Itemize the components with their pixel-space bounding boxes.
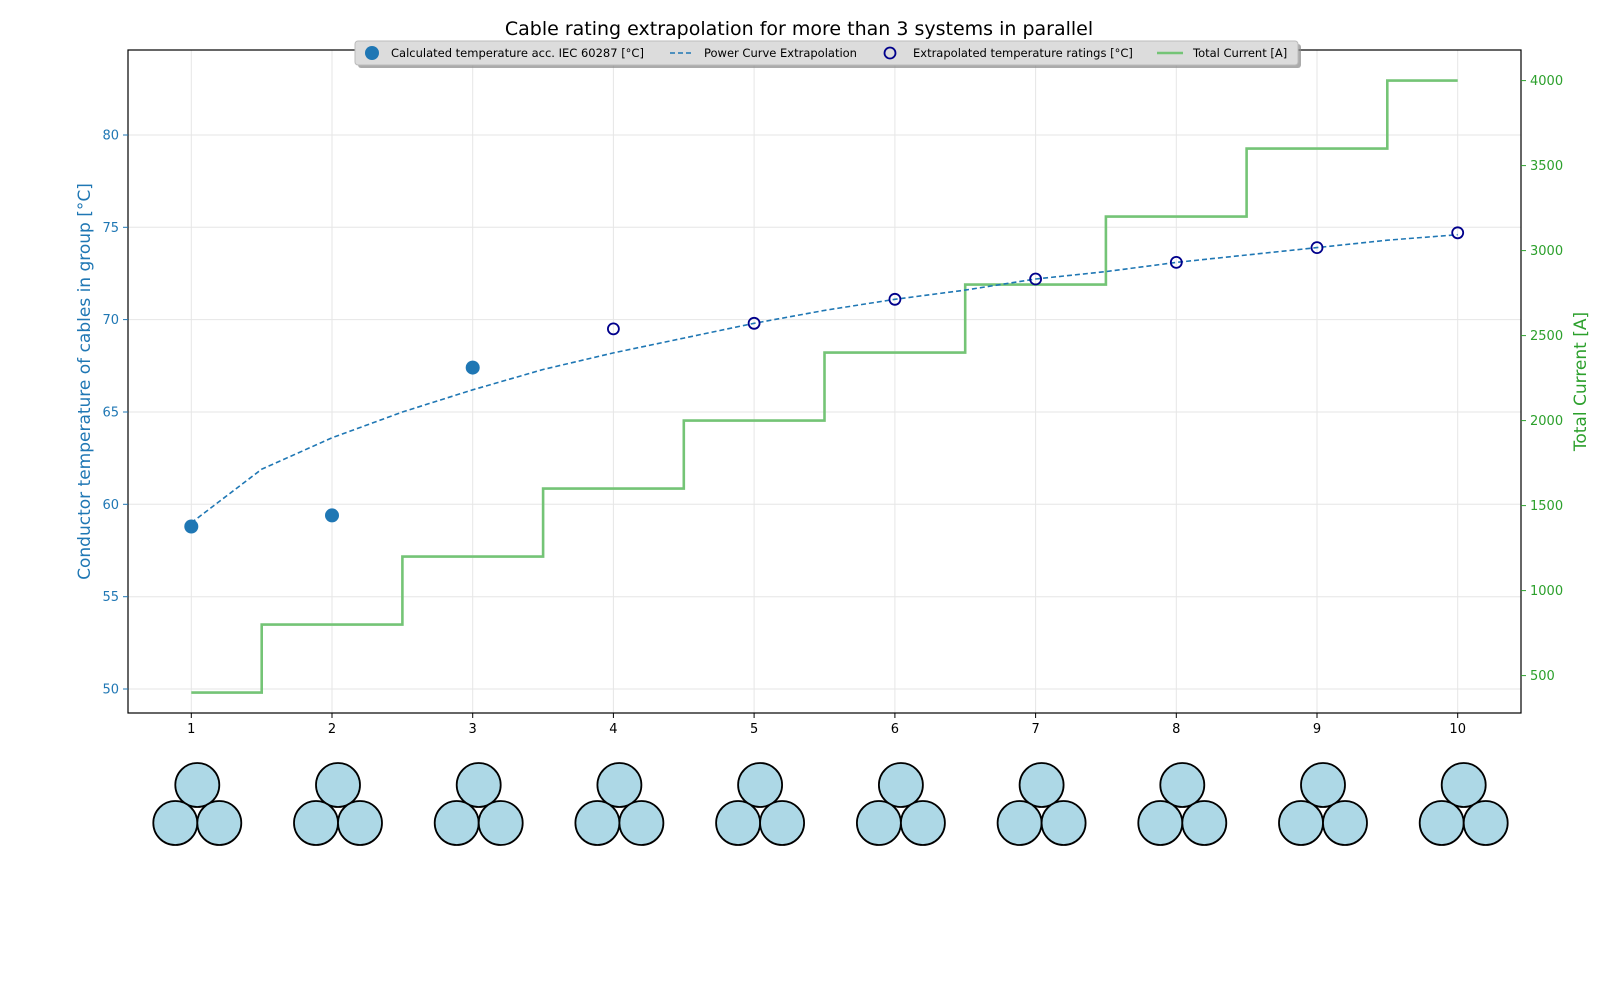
trefoil-cable-icon — [715, 762, 805, 846]
cable-circle — [996, 800, 1043, 846]
cable-circle — [433, 800, 480, 846]
cable-circle — [1300, 762, 1346, 808]
cable-circle — [878, 762, 924, 808]
x-tick-label: 2 — [328, 722, 336, 737]
cable-circle — [900, 800, 946, 846]
y-tick-label-right: 2500 — [1530, 329, 1563, 344]
cable-circle — [856, 800, 902, 846]
cable-circle — [1278, 800, 1324, 846]
y-tick-label-right: 500 — [1530, 669, 1555, 684]
cable-circle — [1462, 800, 1509, 846]
trefoil-cable-icon — [996, 762, 1087, 846]
cable-circle — [715, 800, 761, 846]
cable-circle — [1159, 762, 1206, 808]
legend-box — [354, 40, 1299, 66]
y-tick-label-right: 3500 — [1530, 159, 1563, 174]
extrapolated-point — [888, 292, 902, 306]
cable-circle — [477, 800, 524, 846]
calculated-points — [184, 360, 480, 534]
cable-groups — [152, 762, 1509, 846]
cable-circle — [1440, 762, 1487, 808]
legend-label: Extrapolated temperature ratings [°C] — [913, 46, 1133, 60]
trefoil-cable-icon — [152, 762, 243, 846]
cable-circle — [618, 800, 665, 846]
x-tick-label: 5 — [750, 722, 758, 737]
cable-circle — [1018, 762, 1065, 808]
power-curve-line — [190, 233, 1458, 524]
cable-circle — [174, 762, 221, 808]
cable-circle — [315, 762, 361, 808]
trefoil-cable-icon — [574, 762, 665, 846]
x-tick-label: 6 — [891, 722, 899, 737]
cable-circle — [737, 762, 783, 808]
extrapolated-point — [747, 316, 761, 330]
chart-title: Cable rating extrapolation for more than… — [505, 18, 1093, 40]
cable-circle — [1181, 800, 1228, 846]
x-tick-label: 1 — [187, 722, 195, 737]
y-axis-left: 50 55 60 65 70 75 80 Conductor temperature of c… — [75, 129, 128, 698]
y-tick-label-right: 2000 — [1530, 414, 1563, 429]
extrapolated-point — [1029, 272, 1042, 286]
y-axis-label-left: Conductor temperature of cables in group… — [75, 183, 95, 580]
x-axis: 1 2 3 4 5 6 7 8 9 10 — [187, 713, 1466, 737]
legend-label: Power Curve Extrapolation — [704, 46, 857, 60]
cable-circle — [1040, 800, 1087, 846]
y-tick-label-left: 70 — [102, 313, 119, 328]
y-tick-label-right: 1000 — [1530, 584, 1563, 599]
trefoil-cable-icon — [1137, 762, 1228, 846]
y-tick-label-left: 80 — [102, 129, 119, 144]
x-tick-label: 8 — [1172, 722, 1180, 737]
calculated-point — [184, 519, 199, 534]
y-tick-label-left: 55 — [102, 590, 119, 605]
legend-label: Total Current [A] — [1192, 46, 1287, 60]
y-tick-label-left: 60 — [102, 498, 119, 513]
cable-circle — [293, 800, 339, 846]
x-tick-label: 7 — [1031, 722, 1039, 737]
legend-label: Calculated temperature acc. IEC 60287 [°… — [391, 46, 644, 60]
cable-circle — [337, 800, 383, 846]
cable-circle — [1322, 800, 1368, 846]
extrapolated-points — [607, 226, 1465, 336]
total-current-line — [191, 79, 1458, 694]
cable-circle — [152, 800, 199, 846]
x-tick-label: 3 — [469, 722, 477, 737]
cable-circle — [455, 762, 502, 808]
y-tick-label-left: 75 — [102, 221, 119, 236]
cable-circle — [1418, 800, 1465, 846]
extrapolated-point — [607, 322, 620, 336]
y-tick-label-right: 4000 — [1530, 74, 1563, 89]
y-axis-label-right: Total Current [A] — [1571, 312, 1591, 452]
legend-marker-calculated — [365, 46, 379, 60]
extrapolated-point — [1169, 255, 1183, 269]
trefoil-cable-icon — [856, 762, 946, 846]
x-tick-label: 10 — [1449, 722, 1466, 737]
trefoil-cable-icon — [1418, 762, 1509, 846]
trefoil-cable-icon — [433, 762, 524, 846]
calculated-point — [465, 360, 480, 375]
extrapolated-point — [1310, 241, 1324, 255]
cable-circle — [196, 800, 243, 846]
legend: Calculated temperature acc. IEC 60287 [°… — [354, 40, 1301, 68]
calculated-point — [325, 508, 339, 523]
y-axis-right: 500 1000 1500 2000 2500 3000 3500 4000 Total Cur… — [1521, 74, 1591, 684]
cable-circle — [574, 800, 621, 846]
cable-circle — [596, 762, 643, 808]
trefoil-cable-icon — [293, 762, 383, 846]
y-tick-label-right: 1500 — [1530, 499, 1563, 514]
legend-marker-extrapolated — [883, 46, 897, 60]
trefoil-cable-icon — [1278, 762, 1368, 846]
x-tick-label: 4 — [609, 722, 617, 737]
cable-circle — [1137, 800, 1184, 846]
y-tick-label-right: 3000 — [1530, 244, 1563, 259]
x-tick-label: 9 — [1313, 722, 1321, 737]
y-tick-label-left: 65 — [102, 406, 119, 421]
y-tick-label-left: 50 — [102, 683, 119, 698]
extrapolated-point — [1451, 226, 1465, 240]
cable-circle — [759, 800, 805, 846]
